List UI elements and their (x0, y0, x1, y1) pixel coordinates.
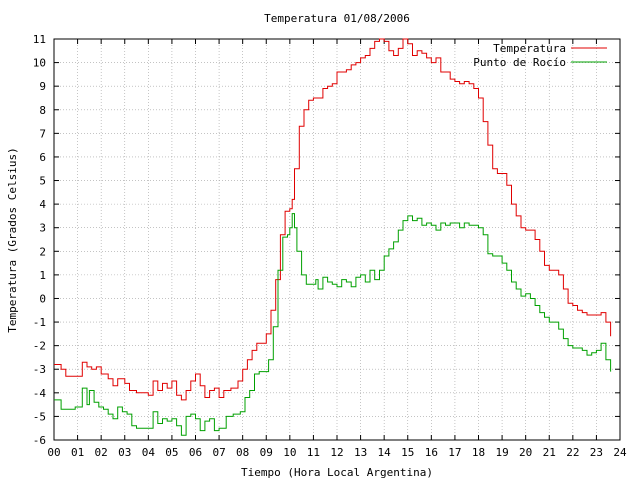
y-tick-label: 0 (39, 292, 46, 305)
y-axis-label: Temperatura (Grados Celsius) (6, 147, 19, 332)
y-tick-label: 9 (39, 80, 46, 93)
x-tick-label: 04 (142, 446, 156, 459)
x-tick-label: 07 (212, 446, 225, 459)
x-axis-label: Tiempo (Hora Local Argentina) (241, 466, 433, 479)
y-tick-label: 8 (39, 104, 46, 117)
y-tick-label: 6 (39, 151, 46, 164)
y-tick-label: -6 (33, 434, 46, 447)
x-tick-label: 11 (307, 446, 320, 459)
x-tick-label: 09 (260, 446, 273, 459)
x-tick-label: 23 (590, 446, 603, 459)
x-tick-label: 15 (401, 446, 414, 459)
legend-label-temperatura: Temperatura (493, 42, 566, 55)
x-tick-label: 18 (472, 446, 485, 459)
x-tick-label: 12 (330, 446, 343, 459)
x-tick-label: 22 (566, 446, 579, 459)
y-tick-label: 3 (39, 222, 46, 235)
y-tick-label: -4 (33, 387, 47, 400)
x-tick-label: 14 (378, 446, 392, 459)
x-tick-label: 05 (165, 446, 178, 459)
x-tick-label: 20 (519, 446, 532, 459)
series-line-temperatura (54, 38, 612, 401)
legend-label-punto-de-rocio: Punto de Rocío (473, 56, 566, 69)
axis-ticks: 00 01 02 03 04 05 06 07 08 09 10 11 12 13 14 15 16 17 18 19… (33, 33, 627, 459)
x-tick-label: 01 (71, 446, 84, 459)
x-tick-label: 10 (283, 446, 296, 459)
y-tick-label: -2 (33, 340, 46, 353)
y-tick-label: 2 (39, 245, 46, 258)
x-tick-label: 21 (543, 446, 556, 459)
y-tick-label: 1 (39, 269, 46, 282)
y-tick-label: 7 (39, 127, 46, 140)
x-tick-label: 03 (118, 446, 131, 459)
x-tick-label: 02 (95, 446, 108, 459)
y-tick-label: 10 (33, 57, 46, 70)
series-line-punto-de-rocio (54, 213, 612, 436)
chart-title: Temperatura 01/08/2006 (264, 12, 410, 25)
y-tick-label: -1 (33, 316, 46, 329)
y-tick-label: -3 (33, 363, 46, 376)
x-tick-label: 08 (236, 446, 249, 459)
x-tick-label: 13 (354, 446, 367, 459)
y-tick-label: 5 (39, 175, 46, 188)
x-tick-label: 17 (448, 446, 461, 459)
x-tick-label: 19 (495, 446, 508, 459)
series-lines (54, 38, 612, 436)
x-tick-label: 00 (47, 446, 60, 459)
y-tick-label: 11 (33, 33, 46, 46)
x-tick-label: 16 (425, 446, 438, 459)
legend: Temperatura Punto de Rocío (473, 42, 607, 69)
x-tick-label: 06 (189, 446, 202, 459)
x-tick-label: 24 (613, 446, 627, 459)
y-tick-label: 4 (39, 198, 46, 211)
y-tick-label: -5 (33, 410, 46, 423)
